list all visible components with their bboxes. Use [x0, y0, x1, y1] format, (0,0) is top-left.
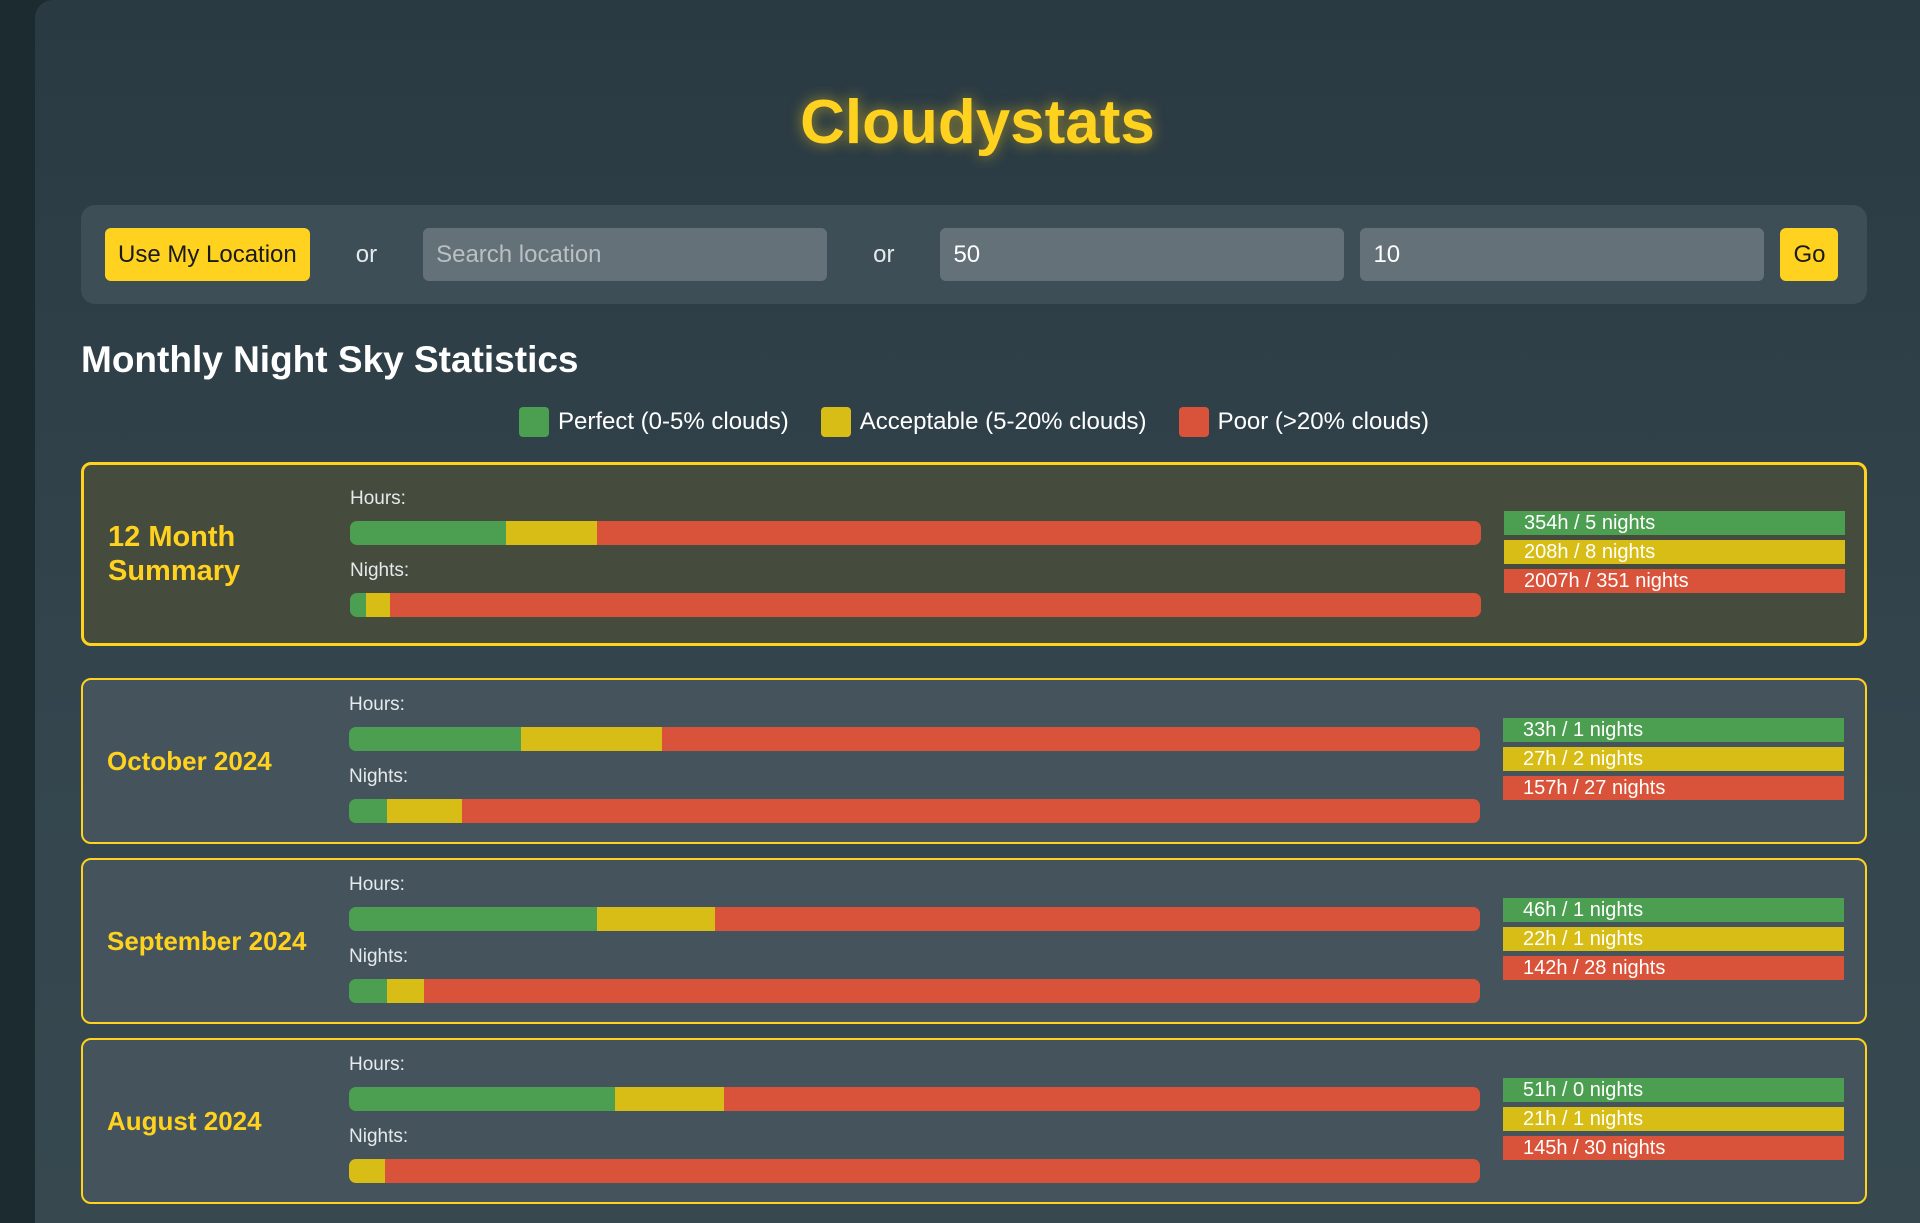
- acceptable-segment: [386, 979, 425, 1003]
- month-card: August 2024 Hours: Nights: 51h / 0 nights 21…: [81, 1038, 1867, 1204]
- legend-item-acceptable: Acceptable (5-20% clouds): [820, 407, 1147, 437]
- hours-bar: [349, 1087, 1480, 1111]
- legend-item-poor: Poor (>20% clouds): [1178, 407, 1430, 437]
- summary-card: 12 Month Summary Hours: Nights: 354h / 5 ni…: [81, 462, 1867, 646]
- stat-poor: 157h / 27 nights: [1503, 776, 1844, 800]
- hours-label: Hours:: [350, 488, 406, 509]
- poor-segment: [390, 593, 1481, 617]
- page: Cloudystats Use My Location or or Go Mon…: [35, 0, 1920, 1223]
- stats-list: 354h / 5 nights 208h / 8 nights 2007h / 35…: [1504, 511, 1845, 598]
- legend-label: Acceptable (5-20% clouds): [859, 408, 1147, 435]
- stats-list: 46h / 1 nights 22h / 1 nights 142h / 28 ni…: [1503, 898, 1844, 985]
- hours-bar: [349, 907, 1480, 931]
- nights-bar: [349, 979, 1480, 1003]
- hours-label: Hours:: [349, 1054, 405, 1075]
- poor-segment: [661, 727, 1480, 751]
- bars: Hours: Nights:: [349, 693, 1480, 837]
- poor-segment: [385, 1159, 1480, 1183]
- poor-segment: [424, 979, 1480, 1003]
- hours-label: Hours:: [349, 874, 405, 895]
- latitude-input[interactable]: [940, 228, 1345, 281]
- acceptable-segment: [520, 727, 662, 751]
- nights-label: Nights:: [349, 1126, 409, 1147]
- perfect-segment: [349, 979, 387, 1003]
- acceptable-segment: [505, 521, 598, 545]
- legend: Perfect (0-5% clouds) Acceptable (5-20% …: [81, 406, 1867, 438]
- poor-segment: [462, 799, 1480, 823]
- nights-label: Nights:: [349, 946, 409, 967]
- nights-bar: [349, 1159, 1480, 1183]
- stat-perfect: 354h / 5 nights: [1504, 511, 1845, 535]
- hours-bar: [349, 727, 1480, 751]
- stat-acceptable: 22h / 1 nights: [1503, 927, 1844, 951]
- use-my-location-button[interactable]: Use My Location: [105, 228, 310, 281]
- card-label: September 2024: [107, 926, 307, 956]
- or-separator: or: [873, 240, 895, 268]
- stat-perfect: 51h / 0 nights: [1503, 1078, 1844, 1102]
- bars: Hours: Nights:: [350, 487, 1481, 631]
- perfect-segment: [349, 727, 521, 751]
- stat-acceptable: 27h / 2 nights: [1503, 747, 1844, 771]
- nights-label: Nights:: [350, 560, 410, 581]
- bars: Hours: Nights:: [349, 873, 1480, 1017]
- nights-bar: [349, 799, 1480, 823]
- hours-bar: [350, 521, 1481, 545]
- poor-segment: [724, 1087, 1480, 1111]
- acceptable-segment: [596, 907, 716, 931]
- card-label: August 2024: [107, 1106, 262, 1136]
- acceptable-swatch: [820, 407, 851, 437]
- nights-bar: [350, 593, 1481, 617]
- poor-swatch: [1178, 407, 1209, 437]
- stat-poor: 2007h / 351 nights: [1504, 569, 1845, 593]
- perfect-segment: [350, 521, 506, 545]
- search-location-input[interactable]: [423, 228, 828, 281]
- perfect-segment: [349, 1087, 615, 1111]
- poor-segment: [597, 521, 1481, 545]
- acceptable-segment: [349, 1159, 386, 1183]
- stat-perfect: 33h / 1 nights: [1503, 718, 1844, 742]
- or-separator: or: [355, 240, 378, 268]
- stat-acceptable: 21h / 1 nights: [1503, 1107, 1844, 1131]
- nights-label: Nights:: [349, 766, 409, 787]
- legend-label: Perfect (0-5% clouds): [557, 408, 789, 435]
- stat-perfect: 46h / 1 nights: [1503, 898, 1844, 922]
- stat-poor: 142h / 28 nights: [1503, 956, 1844, 980]
- perfect-segment: [349, 799, 387, 823]
- acceptable-segment: [386, 799, 463, 823]
- stat-poor: 145h / 30 nights: [1503, 1136, 1844, 1160]
- acceptable-segment: [614, 1087, 725, 1111]
- longitude-input[interactable]: [1360, 228, 1765, 281]
- card-label: 12 Month Summary: [108, 521, 241, 587]
- stat-acceptable: 208h / 8 nights: [1504, 540, 1845, 564]
- month-card: October 2024 Hours: Nights: 33h / 1 nights 2…: [81, 678, 1867, 844]
- acceptable-segment: [365, 593, 391, 617]
- hours-label: Hours:: [349, 694, 405, 715]
- go-button[interactable]: Go: [1780, 228, 1839, 281]
- stats-list: 33h / 1 nights 27h / 2 nights 157h / 27 ni…: [1503, 718, 1844, 805]
- card-label: October 2024: [107, 746, 272, 776]
- legend-item-perfect: Perfect (0-5% clouds): [518, 407, 789, 437]
- location-toolbar: Use My Location or or Go: [81, 205, 1867, 304]
- poor-segment: [715, 907, 1480, 931]
- perfect-swatch: [518, 407, 549, 437]
- month-cards: 12 Month Summary Hours: Nights: 354h / 5 ni…: [81, 462, 1867, 1204]
- section-title: Monthly Night Sky Statistics: [81, 339, 579, 380]
- perfect-segment: [350, 593, 366, 617]
- bars: Hours: Nights:: [349, 1053, 1480, 1197]
- stats-list: 51h / 0 nights 21h / 1 nights 145h / 30 ni…: [1503, 1078, 1844, 1165]
- month-card: September 2024 Hours: Nights: 46h / 1 night…: [81, 858, 1867, 1024]
- legend-label: Poor (>20% clouds): [1217, 408, 1430, 435]
- perfect-segment: [349, 907, 597, 931]
- app-title: Cloudystats: [800, 88, 1155, 157]
